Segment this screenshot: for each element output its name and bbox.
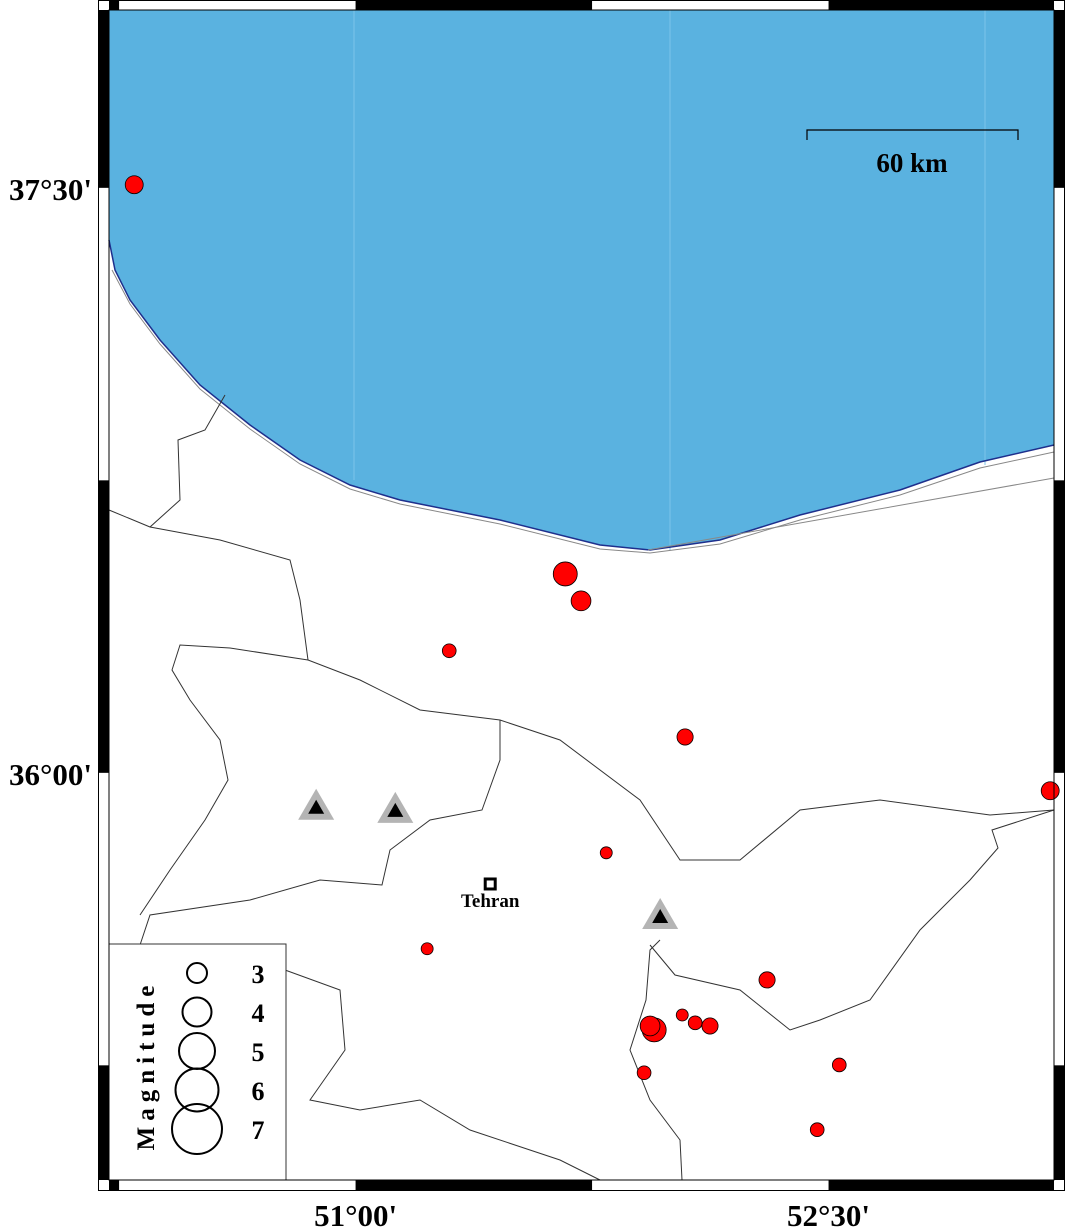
frame-segment (98, 10, 109, 188)
axis-labels: 37°30' 36°00' 51°00' 52°30' (9, 172, 870, 1229)
earthquake-event (1040, 781, 1060, 801)
scale-bar-label: 60 km (876, 148, 948, 178)
legend-circle (186, 962, 208, 984)
legend-label: 7 (252, 1116, 265, 1145)
earthquake-event (552, 561, 578, 587)
legend-label: 3 (252, 960, 265, 989)
earthquake-event (675, 1008, 689, 1022)
earthquake-event (420, 942, 434, 956)
meridian-lines (353, 10, 986, 550)
legend-label: 6 (252, 1077, 265, 1106)
earthquake-event (639, 1015, 661, 1037)
earthquake-event (570, 590, 592, 612)
city-marker: Tehran (461, 877, 520, 912)
scale-bar-line (806, 129, 1019, 140)
earthquake-event (809, 1122, 825, 1137)
earthquake-event (701, 1017, 719, 1035)
frame-segment (109, 1180, 120, 1190)
legend-label: 4 (252, 999, 265, 1028)
legend: Magnitude 3 4 5 6 7 (108, 943, 287, 1181)
lon-tick-label: 51°00' (314, 1198, 397, 1229)
frame-segment (1054, 10, 1064, 188)
frame-segment (98, 1065, 109, 1180)
earthquake-event (831, 1057, 847, 1073)
province-borders (108, 269, 1055, 1181)
lat-tick-label: 36°00' (9, 757, 92, 792)
frame-segment (355, 0, 593, 10)
frame-segment (828, 0, 1054, 10)
earthquake-event (441, 643, 457, 659)
legend-circle (181, 996, 213, 1028)
events-layer (124, 175, 1060, 1137)
earthquake-event (124, 175, 144, 195)
earthquake-event (636, 1065, 652, 1081)
map-frame (98, 0, 1065, 1191)
frame-segment (355, 1180, 593, 1190)
frame-segment (98, 480, 109, 773)
earthquake-event (758, 971, 776, 989)
earthquake-event (599, 846, 613, 860)
frame-segment (828, 1180, 1054, 1190)
city-square-icon (483, 877, 497, 891)
station-triangle-icon (387, 802, 404, 817)
legend-circle (171, 1103, 223, 1155)
scale-bar: 60 km (806, 129, 1019, 178)
frame-segment (109, 0, 120, 10)
frame-segment (1054, 480, 1064, 773)
lon-tick-label: 52°30' (787, 1198, 870, 1229)
legend-title: Magnitude (133, 980, 160, 1151)
earthquake-event (676, 728, 694, 746)
city-label: Tehran (461, 891, 520, 912)
lat-tick-label: 37°30' (9, 172, 92, 207)
station-triangle-icon (308, 799, 325, 814)
legend-circle (174, 1067, 220, 1113)
earthquake-event (687, 1015, 703, 1031)
coastline (108, 239, 1055, 551)
stations-layer (298, 788, 679, 929)
station-triangle-icon (652, 908, 669, 923)
frame-segment (1054, 1065, 1064, 1180)
caspian-sea (109, 10, 1054, 550)
legend-label: 5 (252, 1038, 265, 1067)
